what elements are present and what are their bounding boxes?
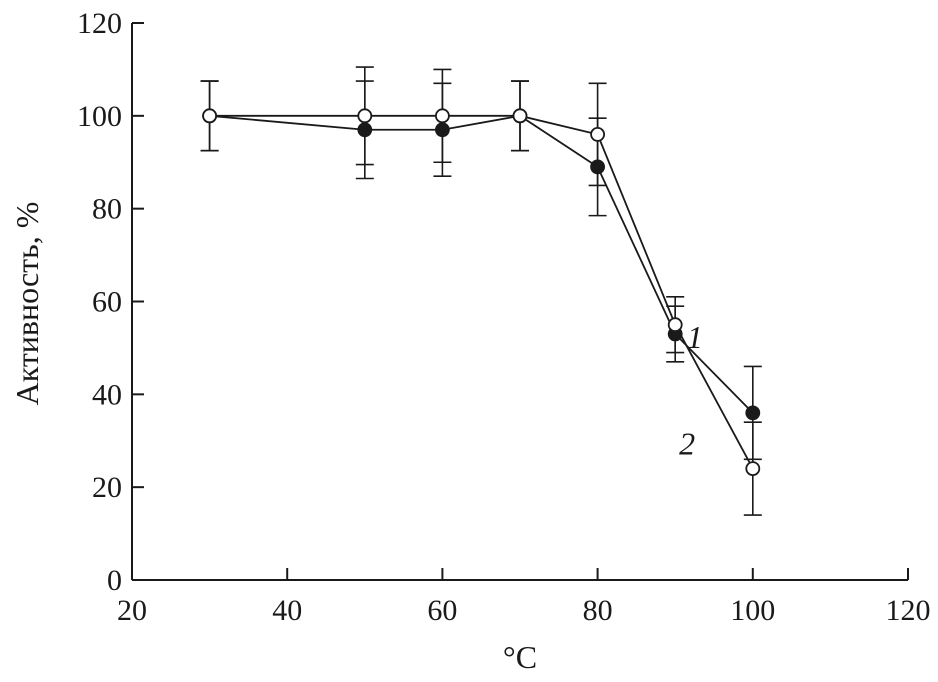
series-2 — [200, 66, 762, 516]
y-tick-label: 20 — [92, 471, 122, 504]
y-tick-label: 120 — [77, 7, 122, 40]
data-point — [745, 405, 761, 421]
series-1 — [200, 80, 762, 461]
y-tick-label: 40 — [92, 378, 122, 411]
data-point — [590, 126, 605, 142]
x-tick-label: 100 — [730, 594, 775, 627]
y-tick-label: 80 — [92, 193, 122, 226]
data-point — [434, 108, 450, 124]
y-axis-title: Активность, % — [9, 202, 45, 406]
x-tick-label: 60 — [427, 594, 457, 627]
x-axis-title: °C — [503, 639, 537, 675]
data-point — [745, 461, 761, 477]
series-label-2: 2 — [679, 426, 695, 462]
x-ticks: 20 40 60 80 100 120 — [117, 568, 931, 627]
series-line — [209, 114, 754, 414]
x-tick-label: 40 — [272, 594, 302, 627]
y-tick-label: 60 — [92, 286, 122, 319]
data-point — [357, 108, 373, 124]
x-tick-label: 20 — [117, 594, 147, 627]
x-tick-label: 80 — [583, 594, 613, 627]
data-point — [202, 108, 218, 124]
series-layer — [200, 66, 762, 516]
data-point — [667, 317, 683, 333]
series-line — [209, 114, 754, 470]
series-label-1: 1 — [687, 319, 703, 355]
y-tick-label: 0 — [107, 564, 122, 597]
y-tick-label: 100 — [77, 100, 122, 133]
x-tick-label: 120 — [886, 594, 931, 627]
y-ticks: 0 20 40 60 80 100 120 — [77, 7, 144, 597]
data-point — [512, 108, 528, 124]
